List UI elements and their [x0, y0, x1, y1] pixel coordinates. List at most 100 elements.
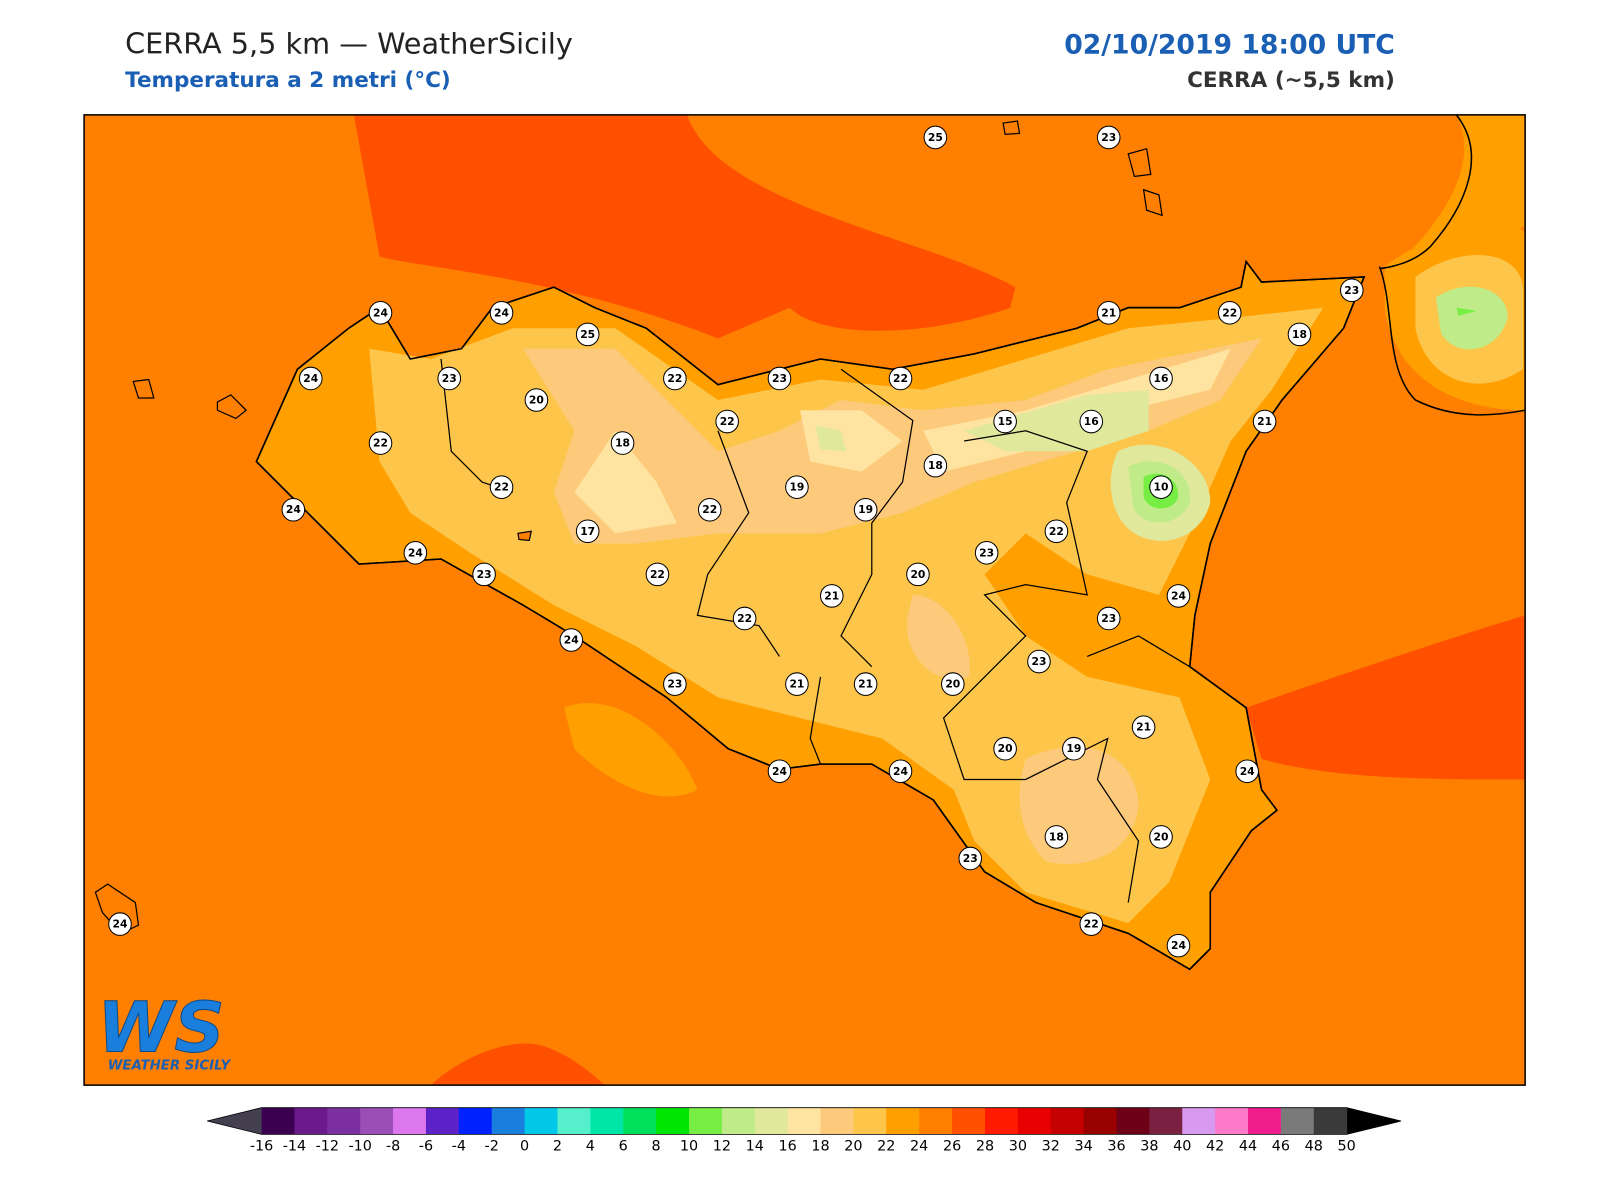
station: 23	[958, 846, 983, 871]
station: 24	[559, 628, 584, 652]
station: 22	[663, 366, 687, 391]
station-value: 19	[858, 503, 873, 516]
station-value: 22	[1222, 306, 1237, 319]
station: 19	[1062, 736, 1086, 761]
colorbar-swatch	[557, 1107, 591, 1135]
colorbar-swatch	[853, 1107, 887, 1135]
station-marker	[1149, 366, 1173, 391]
colorbar: -16 -14 -12 -10 -8 -6 -4 -2 0 2 4 6 8 10 12 14 16 18 20 22 2…	[207, 1107, 1402, 1155]
station-value: 20	[910, 568, 925, 581]
calabria-area	[1405, 114, 1526, 257]
station-value: 24	[1240, 765, 1255, 778]
colorbar-tick-label: -8	[386, 1139, 400, 1155]
station-marker	[1079, 409, 1104, 434]
colorbar-outline	[207, 1107, 1402, 1135]
station-marker	[767, 759, 792, 784]
station-value: 17	[580, 525, 595, 538]
station-value: 25	[928, 131, 943, 144]
station-value: 21	[1257, 415, 1272, 428]
station: 20	[524, 388, 549, 412]
colorbar-tick-label: 40	[1173, 1139, 1191, 1155]
colorbar-tick-label: 8	[652, 1139, 661, 1155]
station-marker	[1096, 301, 1121, 325]
station-value: 24	[408, 546, 423, 559]
colorbar-swatch	[294, 1107, 328, 1135]
station: 23	[1339, 278, 1364, 303]
colorbar-swatch	[491, 1107, 526, 1135]
station-value: 23	[963, 852, 978, 865]
colorbar-swatch	[1182, 1107, 1216, 1135]
station-value: 20	[998, 742, 1013, 755]
station: 24	[281, 497, 306, 522]
station-value: 23	[1101, 612, 1116, 625]
station-marker	[1217, 301, 1242, 325]
station: 22	[368, 431, 393, 455]
colorbar-tick-label: 20	[844, 1139, 862, 1155]
station-value: 22	[373, 437, 388, 450]
colorbar-tick-label: 10	[680, 1139, 698, 1155]
station-value: 18	[1292, 328, 1307, 341]
station-marker	[1166, 933, 1191, 958]
colorbar-swatch	[590, 1107, 624, 1135]
colorbar-swatch	[787, 1107, 822, 1135]
station: 24	[403, 541, 428, 565]
calabria-coast	[1378, 114, 1526, 416]
colorbar-swatch	[623, 1107, 657, 1135]
station: 22	[1044, 519, 1069, 544]
station-marker	[715, 409, 739, 434]
station: 21	[785, 672, 809, 696]
station-value: 18	[1049, 830, 1064, 843]
station-marker	[575, 519, 600, 544]
station: 15	[993, 409, 1017, 434]
station: 23	[663, 672, 687, 696]
temp-20-22	[907, 594, 970, 679]
station: 21	[853, 672, 878, 696]
colorbar-swatch	[886, 1107, 920, 1135]
station-marker	[923, 453, 948, 478]
colorbar-tick-label: 6	[619, 1139, 628, 1155]
station: 24	[489, 301, 514, 325]
colorbar-swatch	[952, 1107, 986, 1135]
colorbar-tick-label: -10	[348, 1139, 371, 1155]
station-marker	[489, 301, 514, 325]
station: 23	[472, 562, 496, 587]
station: 23	[1096, 606, 1121, 631]
colorbar-swatch	[524, 1107, 558, 1135]
colorbar-tick-label: 0	[520, 1139, 529, 1155]
station: 20	[1149, 825, 1173, 849]
model: CERRA (~5,5 km)	[1187, 68, 1395, 93]
station-marker	[298, 366, 323, 391]
station-marker	[663, 366, 687, 391]
island	[94, 120, 1163, 935]
logo-mark: WS	[97, 987, 224, 1068]
station: 19	[853, 497, 878, 522]
colorbar-swatch	[1313, 1107, 1348, 1135]
station: 23	[1096, 125, 1121, 150]
colorbar-tick-label: -4	[452, 1139, 466, 1155]
station-value: 20	[529, 394, 544, 407]
station-value: 21	[789, 678, 804, 691]
station-marker	[368, 301, 393, 325]
station-value: 16	[1084, 415, 1099, 428]
station-value: 20	[1154, 830, 1169, 843]
station-value: 22	[702, 503, 717, 516]
colorbar-swatch	[458, 1107, 493, 1135]
station-marker	[958, 846, 983, 871]
station: 24	[1166, 584, 1191, 608]
colorbar-tick-label: 12	[713, 1139, 731, 1155]
station-value: 24	[113, 918, 128, 931]
station-value: 21	[1136, 721, 1151, 734]
colorbar-tick-label: 2	[553, 1139, 562, 1155]
temp-16-18	[815, 389, 1149, 452]
station-marker	[941, 672, 965, 696]
calabria-area	[1456, 307, 1477, 316]
calabria-area	[1435, 286, 1508, 350]
station-value: 24	[893, 765, 908, 778]
station-marker	[1044, 519, 1069, 544]
colorbar-swatch	[1116, 1107, 1150, 1135]
colorbar-swatch	[754, 1107, 789, 1135]
station-marker	[993, 409, 1017, 434]
station-marker	[663, 672, 687, 696]
colorbar-under	[207, 1107, 262, 1135]
